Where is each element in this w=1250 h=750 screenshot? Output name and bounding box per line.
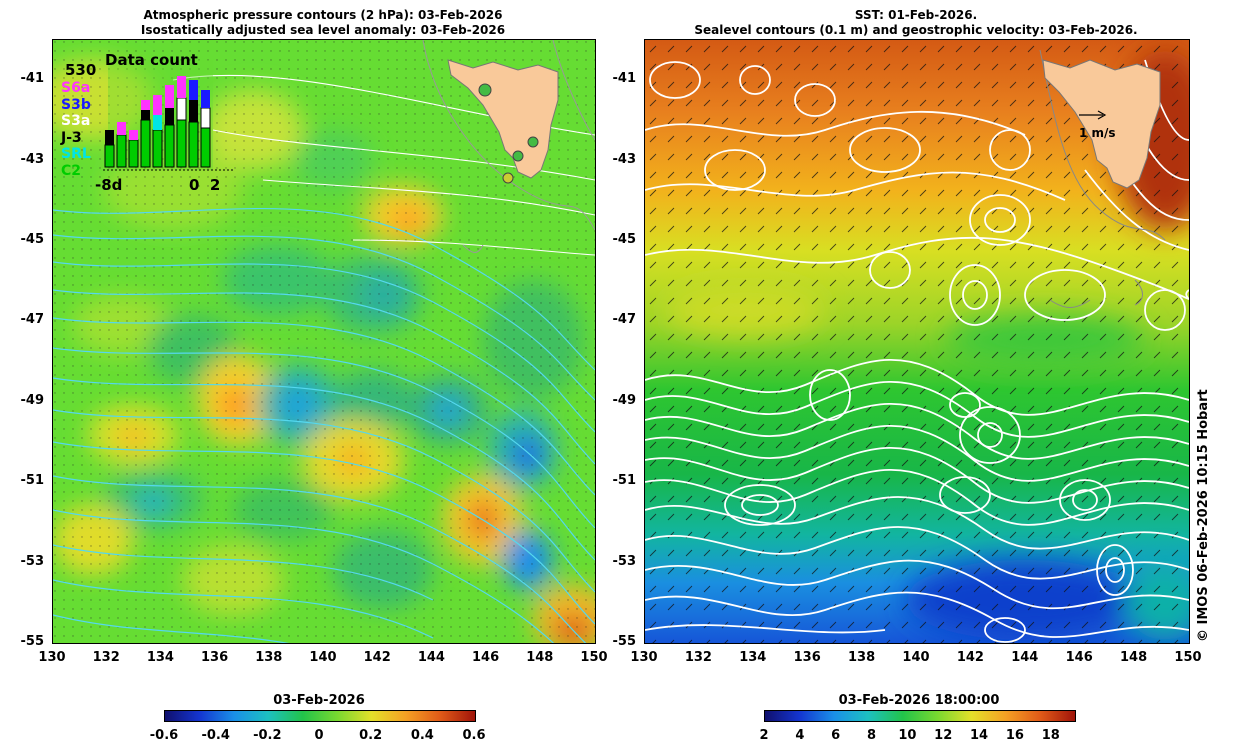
y-tick-label: -47: [20, 312, 45, 328]
mission-label: S3b: [61, 96, 91, 113]
sst-map[interactable]: 1 m/s: [644, 39, 1190, 644]
x-tick-label: 142: [956, 650, 984, 665]
colorbar-label: 16: [1005, 728, 1024, 743]
imos-credit: © IMOS 06-Feb-2026 10:15 Hobart: [1196, 389, 1211, 642]
inset-legend: S6a S3b S3a J-3 SRL C2: [61, 80, 91, 179]
x-tick-label: 136: [201, 650, 229, 665]
left-colorbar-title: 03-Feb-2026: [273, 693, 365, 708]
x-tick-label: 138: [848, 650, 876, 665]
y-tick-label: -41: [20, 71, 45, 87]
y-tick-label: -49: [20, 392, 45, 408]
y-tick-label: -51: [20, 473, 45, 489]
data-count-bars: [104, 76, 211, 168]
x-tick-label: 134: [739, 650, 767, 665]
inset-x-right: 0 2: [189, 176, 221, 194]
x-tick-label: 144: [417, 650, 445, 665]
colorbar-label: -0.6: [149, 728, 179, 743]
mission-label: SRL: [61, 146, 91, 162]
left-title-line1: Atmospheric pressure contours (2 hPa): 0…: [143, 8, 503, 22]
colorbar-label: 0.6: [462, 728, 486, 743]
ssla-colorbar: [164, 710, 476, 722]
y-tick-label: -45: [612, 232, 637, 247]
ssla-island-dot: [502, 172, 514, 184]
colorbar-label: -0.4: [201, 728, 230, 743]
x-tick-label: 150: [1174, 650, 1202, 665]
sst-bathymetry-contours: [1039, 49, 1166, 308]
y-tick-label: -51: [612, 473, 637, 489]
y-tick-label: -53: [20, 553, 45, 569]
x-tick-label: 148: [526, 650, 554, 665]
ssla-map[interactable]: Data count 530 S6a S3b S3a J-3 SRL C2 -8d 0 2: [52, 39, 596, 644]
mission-label: S6a: [61, 80, 91, 96]
x-tick-label: 130: [38, 650, 66, 665]
colorbar-label: 6: [831, 728, 841, 743]
tasmania-land-sst: [1042, 59, 1161, 189]
left-panel-title: Atmospheric pressure contours (2 hPa): 0…: [52, 8, 594, 38]
x-tick-label: 132: [92, 650, 120, 665]
x-tick-label: 148: [1120, 650, 1148, 665]
mission-label: J-3: [61, 129, 82, 146]
colorbar-label: 18: [1041, 728, 1060, 743]
x-tick-label: 144: [1011, 650, 1039, 665]
y-tick-label: -43: [612, 151, 637, 167]
x-tick-label: 150: [580, 650, 608, 665]
x-tick-label: 134: [146, 650, 174, 665]
left-title-line2: Isostatically adjusted sea level anomaly…: [140, 23, 506, 37]
x-tick-label: 132: [684, 650, 712, 665]
colorbar-label: 12: [934, 728, 953, 743]
x-tick-label: 146: [472, 650, 500, 665]
inset-x-left: -8d: [95, 176, 123, 194]
inset-count: 530: [65, 61, 97, 79]
x-tick-label: 142: [363, 650, 391, 665]
y-tick-label: -55: [612, 634, 637, 649]
colorbar-label: 0.2: [359, 728, 383, 743]
sealevel-contours: [645, 59, 1189, 643]
y-tick-label: -53: [612, 553, 637, 569]
x-tick-label: 140: [309, 650, 337, 665]
y-tick-label: -49: [612, 392, 637, 408]
x-tick-label: 130: [630, 650, 658, 665]
y-tick-label: -45: [20, 232, 45, 247]
x-tick-label: 138: [255, 650, 283, 665]
right-panel-title: SST: 01-Feb-2026. Sealevel contours (0.1…: [644, 8, 1188, 38]
colorbar-label: -0.2: [253, 728, 282, 743]
sst-colorbar: [764, 710, 1076, 722]
x-tick-label: 140: [902, 650, 930, 665]
pressure-contours: [53, 208, 595, 643]
colorbar-label: 0.4: [410, 728, 434, 743]
colorbar-label: 4: [795, 728, 805, 743]
colorbar-label: 14: [970, 728, 989, 743]
x-tick-label: 146: [1065, 650, 1093, 665]
sst-map-svg: [645, 40, 1189, 643]
inset-title: Data count: [105, 51, 198, 69]
ssla-island-dot: [478, 83, 492, 97]
colorbar-label: 10: [898, 728, 917, 743]
right-colorbar-title: 03-Feb-2026 18:00:00: [838, 693, 1000, 708]
data-count-inset: [103, 60, 233, 171]
colorbar-label: 8: [867, 728, 877, 743]
ssla-island-dot: [527, 136, 539, 148]
velocity-scale-arrow: [1079, 110, 1107, 120]
right-title-line1: SST: 01-Feb-2026.: [854, 8, 978, 22]
colorbar-label: 2: [759, 728, 769, 743]
right-title-line2: Sealevel contours (0.1 m) and geostrophi…: [694, 23, 1138, 37]
colorbar-label: 0: [314, 728, 324, 743]
y-tick-label: -41: [612, 71, 637, 87]
mission-label: S3a: [61, 113, 91, 129]
velocity-scale-label: 1 m/s: [1079, 126, 1116, 140]
mission-label: C2: [61, 162, 82, 179]
bathymetry-contours: [422, 40, 595, 253]
x-tick-label: 136: [793, 650, 821, 665]
ssla-map-svg: [53, 40, 595, 643]
tasmania-land: [447, 59, 559, 179]
y-tick-label: -43: [20, 151, 45, 167]
y-tick-label: -55: [20, 634, 45, 649]
ssla-island-dot: [512, 150, 524, 162]
y-tick-label: -47: [612, 312, 637, 328]
